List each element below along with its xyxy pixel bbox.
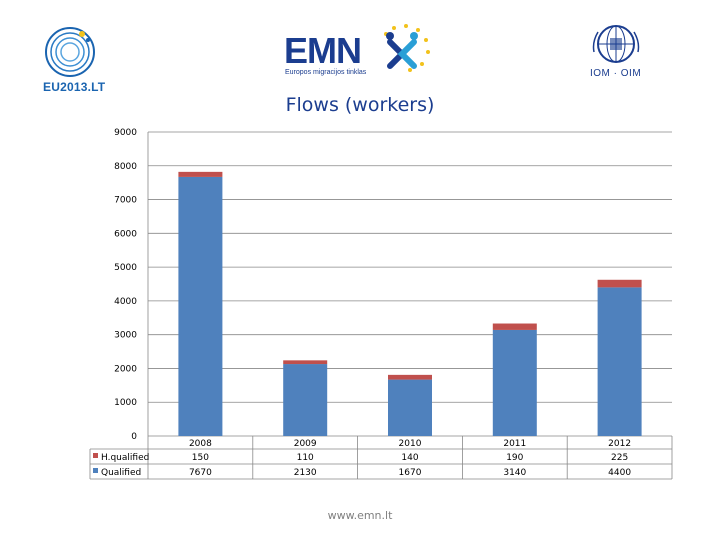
table-cell-value: 1670 — [399, 468, 422, 478]
table-cell-value: 3140 — [503, 468, 526, 478]
eu2013-logo — [45, 27, 95, 77]
bar-qualified-2009 — [283, 364, 328, 436]
y-tick-label: 0 — [131, 432, 137, 442]
table-cell-value: 4400 — [608, 468, 631, 478]
bar-h-qualified-2009 — [283, 360, 328, 365]
x-tick-label: 2010 — [399, 439, 422, 449]
x-tick-label: 2009 — [294, 439, 317, 449]
x-tick-label: 2012 — [608, 439, 631, 449]
bar-h-qualified-2012 — [597, 279, 642, 288]
y-tick-label: 5000 — [114, 263, 137, 273]
table-cell-value: 2130 — [294, 468, 317, 478]
x-tick-label: 2008 — [189, 439, 212, 449]
table-cell-value: 7670 — [189, 468, 212, 478]
footer-url: www.emn.lt — [327, 509, 393, 522]
y-tick-label: 7000 — [114, 196, 137, 206]
x-tick-label: 2011 — [503, 439, 526, 449]
bar-qualified-2008 — [178, 176, 223, 436]
bar-h-qualified-2010 — [388, 374, 432, 380]
bar-qualified-2012 — [597, 287, 642, 436]
chart-title: Flows (workers) — [285, 94, 435, 116]
table-cell-value: 110 — [297, 453, 314, 463]
bar-h-qualified-2011 — [492, 323, 537, 330]
table-cell-value: 140 — [401, 453, 418, 463]
bar-qualified-2010 — [388, 379, 432, 436]
legend-label: Qualified — [101, 468, 141, 478]
y-tick-label: 3000 — [114, 331, 137, 341]
iom-logo-text: IOM · OIM — [590, 68, 642, 79]
y-tick-label: 8000 — [114, 162, 137, 172]
y-tick-label: 2000 — [114, 364, 137, 374]
y-tick-label: 6000 — [114, 229, 137, 239]
iom-logo — [592, 25, 640, 63]
y-tick-label: 4000 — [114, 297, 137, 307]
bar-qualified-2011 — [492, 329, 537, 436]
eu2013-logo-text: EU2013.LT — [43, 80, 106, 94]
table-cell-value: 190 — [506, 453, 523, 463]
legend-key — [93, 453, 98, 458]
legend-key — [93, 468, 98, 473]
emn-logo-subtitle: Europos migracijos tinklas — [285, 69, 367, 76]
y-tick-label: 1000 — [114, 398, 137, 408]
table-cell-value: 150 — [192, 453, 209, 463]
bar-h-qualified-2008 — [178, 171, 223, 177]
legend-label: H.qualified — [101, 453, 149, 463]
y-tick-label: 9000 — [114, 128, 137, 138]
table-cell-value: 225 — [611, 453, 628, 463]
emn-logo-wordmark: EMN — [284, 30, 362, 71]
emn-logo — [384, 24, 430, 72]
